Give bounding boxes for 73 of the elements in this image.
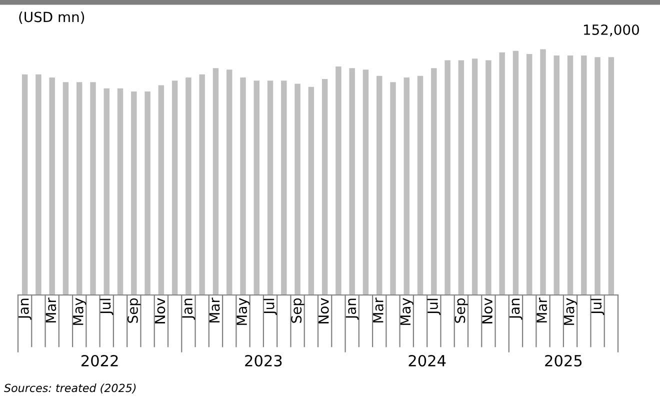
bar	[158, 85, 164, 295]
bar	[49, 77, 55, 295]
bar	[512, 50, 519, 295]
data-label: 152,000	[584, 24, 639, 36]
bar	[294, 84, 300, 295]
bar	[362, 70, 369, 295]
bar	[90, 82, 96, 295]
x-tick-label: May	[564, 298, 577, 325]
text: 2024	[408, 354, 446, 367]
bar	[526, 54, 532, 295]
bar	[486, 60, 492, 295]
bar	[554, 56, 560, 295]
bar	[281, 80, 287, 295]
bar	[499, 52, 505, 295]
bar	[431, 68, 437, 295]
bar	[267, 80, 274, 295]
bar	[212, 68, 219, 295]
x-tick-label: Nov	[482, 298, 492, 324]
bar	[144, 92, 150, 295]
x-tick-label: May	[400, 298, 414, 325]
bar	[472, 58, 478, 295]
bar	[349, 68, 355, 295]
bar	[76, 82, 82, 295]
bar	[186, 77, 192, 295]
bar	[417, 76, 424, 295]
bar	[240, 77, 246, 295]
x-tick-label: Mar	[209, 298, 220, 322]
bar	[567, 56, 574, 295]
bar	[117, 88, 124, 295]
bar	[540, 49, 546, 295]
bar	[131, 92, 137, 295]
x-tick-label: Jul	[427, 298, 441, 316]
bar	[36, 74, 42, 295]
source-note: Sources: treated (2025)	[4, 384, 136, 394]
x-tick-label: Jan	[509, 298, 522, 320]
bar	[172, 80, 178, 295]
x-tick-label: Jan	[346, 298, 359, 320]
bar	[226, 70, 232, 295]
bar	[22, 74, 28, 295]
bar	[199, 74, 205, 295]
x-tick-label: Jul	[264, 298, 277, 316]
bar	[581, 56, 587, 295]
bar	[254, 80, 260, 295]
bar	[458, 60, 464, 295]
x-tick-label: Nov	[154, 298, 166, 324]
text: 2022	[81, 354, 118, 367]
x-tick-label: Sep	[127, 298, 141, 323]
x-tick-label: Mar	[373, 298, 384, 322]
x-tick-label: May	[236, 298, 250, 325]
x-tick-label: Jul	[100, 298, 114, 316]
bar	[594, 57, 600, 295]
text: 2025	[545, 354, 582, 367]
bar	[308, 86, 314, 295]
bar	[390, 82, 396, 295]
x-tick-label: Mar	[536, 298, 548, 322]
bar	[336, 66, 342, 295]
bar	[404, 77, 410, 295]
x-tick-label: Jul	[590, 298, 604, 316]
x-tick-label: May	[73, 298, 86, 325]
bar	[608, 57, 614, 295]
bar	[376, 76, 382, 295]
x-tick-label: Jan	[18, 298, 32, 320]
x-tick-label: Mar	[46, 298, 56, 322]
bar	[104, 88, 110, 295]
x-tick-label: Jan	[182, 298, 196, 320]
x-tick-label: Nov	[318, 298, 329, 324]
x-tick-label: Sep	[454, 298, 468, 323]
x-tick-label: Sep	[291, 298, 304, 323]
y-axis-title: (USD mn)	[19, 11, 84, 24]
bar	[322, 79, 328, 295]
bar	[444, 60, 450, 295]
bar	[62, 82, 69, 295]
text: 2023	[245, 354, 282, 367]
